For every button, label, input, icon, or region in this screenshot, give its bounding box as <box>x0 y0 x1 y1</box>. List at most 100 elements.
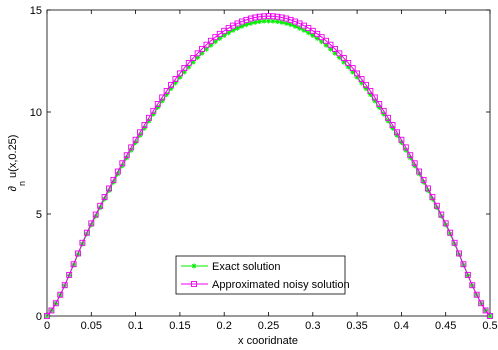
x-tick-label: 0.2 <box>217 320 232 332</box>
data-point-square <box>119 160 126 167</box>
legend-label-approx: Approximated noisy solution <box>212 279 350 291</box>
data-point-square <box>464 271 471 278</box>
data-point-square <box>314 30 321 37</box>
data-point-asterisk <box>270 18 276 24</box>
data-point-square <box>92 211 99 218</box>
data-point-square <box>79 239 86 246</box>
data-point-square <box>191 281 197 287</box>
data-point-square <box>429 194 436 201</box>
data-point-asterisk <box>243 22 249 28</box>
data-point-square <box>398 136 405 143</box>
data-point-square <box>176 70 183 77</box>
data-point-square <box>150 107 157 114</box>
data-point-square <box>172 76 179 82</box>
data-point-square <box>137 129 143 136</box>
data-point-square <box>106 185 112 192</box>
data-point-square <box>478 300 485 307</box>
data-point-square <box>252 14 259 21</box>
data-point-square <box>123 152 130 159</box>
data-point-square <box>194 50 201 57</box>
data-point-square <box>447 229 454 236</box>
data-point-asterisk <box>261 18 267 24</box>
y-tick-label: 10 <box>30 107 42 119</box>
x-tick-label: 0.1 <box>128 320 143 332</box>
data-point-square <box>482 307 489 314</box>
data-point-square <box>318 34 325 41</box>
data-point-square <box>216 30 223 37</box>
data-point-square <box>70 261 77 268</box>
legend-entry-exact: Exact solution <box>181 261 280 273</box>
data-point-square <box>332 45 338 52</box>
data-point-square <box>141 122 148 128</box>
data-point-square <box>265 13 272 20</box>
data-point-square <box>385 114 392 121</box>
data-point-square <box>75 250 81 257</box>
data-point-square <box>274 13 281 20</box>
data-point-square <box>278 14 285 21</box>
data-point-square <box>345 60 352 66</box>
data-point-square <box>207 37 214 44</box>
legend: Exact solution Approximated noisy soluti… <box>175 255 350 295</box>
data-point-asterisk <box>191 263 197 269</box>
data-point-square <box>132 136 139 143</box>
y-axis-label-subscript: n <box>17 181 27 186</box>
x-tick-label: 0.5 <box>482 320 497 332</box>
data-point-square <box>349 65 356 72</box>
data-point-square <box>327 41 334 48</box>
data-point-square <box>363 81 369 88</box>
series-approx <box>44 13 493 319</box>
data-point-square <box>460 261 467 268</box>
data-point-square <box>354 70 361 77</box>
x-tick-label: 0.45 <box>435 320 456 332</box>
x-axis: 0 0.05 0.1 0.15 0.2 0.25 0.3 0.35 0.4 0.45 0.5 <box>44 10 498 332</box>
data-point-square <box>261 13 268 20</box>
data-point-square <box>367 88 374 94</box>
x-tick-label: 0.3 <box>305 320 320 332</box>
data-point-square <box>394 129 400 136</box>
legend-box <box>175 255 346 295</box>
data-point-square <box>336 50 343 57</box>
data-point-square <box>402 144 409 151</box>
x-axis-label: x cooridnate <box>238 335 298 347</box>
y-axis-label: ∂n u(x,0.25) <box>7 135 27 192</box>
data-point-square <box>234 20 241 27</box>
data-point-square <box>163 88 170 94</box>
legend-label-exact: Exact solution <box>212 261 280 273</box>
data-point-square <box>128 144 135 151</box>
data-point-square <box>287 16 294 23</box>
data-point-square <box>101 194 108 201</box>
data-point-square <box>456 250 462 257</box>
data-point-square <box>371 94 378 101</box>
data-point-square <box>269 13 276 20</box>
data-point-square <box>358 76 365 82</box>
data-point-square <box>238 18 245 25</box>
data-point-square <box>145 114 152 121</box>
data-point-square <box>52 300 59 307</box>
data-point-square <box>309 27 316 34</box>
y-axis-label-symbol: ∂ <box>7 185 19 191</box>
data-point-square <box>292 18 299 25</box>
data-point-asterisk <box>221 33 227 38</box>
data-point-square <box>416 168 423 175</box>
series-layer <box>44 13 493 319</box>
data-point-square <box>389 122 396 128</box>
data-point-asterisk <box>292 23 298 29</box>
data-point-square <box>66 271 73 278</box>
legend-marker-exact <box>191 263 197 269</box>
data-point-square <box>469 282 476 289</box>
data-point-asterisk <box>279 19 285 25</box>
data-point-square <box>340 55 347 61</box>
data-point-asterisk <box>336 55 342 61</box>
x-tick-label: 0.4 <box>394 320 409 332</box>
data-point-square <box>48 307 55 314</box>
data-point-square <box>57 291 64 298</box>
data-point-square <box>442 220 449 227</box>
data-point-square <box>323 37 330 44</box>
data-point-asterisk <box>248 20 254 26</box>
data-point-square <box>420 176 427 183</box>
data-point-square <box>44 313 50 319</box>
data-point-square <box>97 202 104 209</box>
data-point-asterisk <box>310 33 316 38</box>
